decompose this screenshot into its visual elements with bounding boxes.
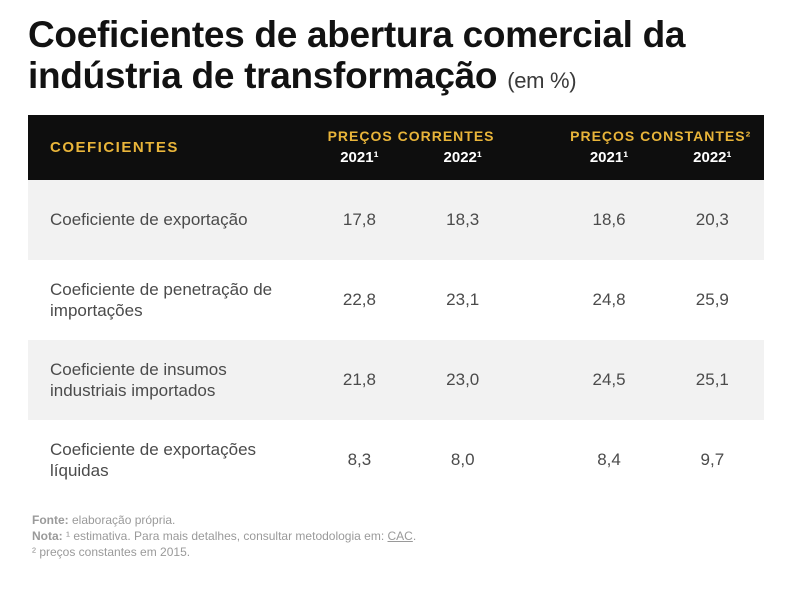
nota-text-3: ² preços constantes em 2015.	[32, 544, 764, 560]
row-val: 17,8	[308, 180, 411, 260]
page-title: Coeficientes de abertura comercial da in…	[28, 14, 764, 97]
row-val: 22,8	[308, 260, 411, 340]
row-label: Coeficiente de exportações líquidas	[28, 420, 308, 500]
row-val: 18,3	[411, 180, 514, 260]
row-val: 23,0	[411, 340, 514, 420]
row-label: Coeficiente de insumos industriais impor…	[28, 340, 308, 420]
footnotes: Fonte: elaboração própria. Nota: ¹ estim…	[28, 512, 764, 561]
nota-link-cac[interactable]: CAC	[388, 529, 413, 543]
header-gap	[514, 115, 557, 180]
row-val: 23,1	[411, 260, 514, 340]
header-correntes-2021: 2021¹	[308, 144, 411, 180]
row-val: 18,6	[557, 180, 660, 260]
row-val: 24,5	[557, 340, 660, 420]
table-row: Coeficiente de exportações líquidas 8,3 …	[28, 420, 764, 500]
coefficients-table: COEFICIENTES PREÇOS CORRENTES PREÇOS CON…	[28, 115, 764, 500]
title-main: Coeficientes de abertura comercial da in…	[28, 14, 685, 96]
nota-text-2: .	[413, 529, 416, 543]
header-coeficientes: COEFICIENTES	[28, 115, 308, 180]
row-label: Coeficiente de penetração de importações	[28, 260, 308, 340]
header-precos-correntes: PREÇOS CORRENTES	[308, 115, 515, 144]
row-val: 8,3	[308, 420, 411, 500]
header-correntes-2022: 2022¹	[411, 144, 514, 180]
row-val: 21,8	[308, 340, 411, 420]
title-unit: (em %)	[507, 68, 576, 93]
row-val: 25,9	[661, 260, 764, 340]
row-val: 9,7	[661, 420, 764, 500]
table-row: Coeficiente de insumos industriais impor…	[28, 340, 764, 420]
row-val: 20,3	[661, 180, 764, 260]
nota-text-1: ¹ estimativa. Para mais detalhes, consul…	[63, 529, 388, 543]
row-val: 25,1	[661, 340, 764, 420]
fonte-text: elaboração própria.	[69, 513, 176, 527]
row-val: 8,0	[411, 420, 514, 500]
row-val: 8,4	[557, 420, 660, 500]
nota-label: Nota:	[32, 529, 63, 543]
row-label: Coeficiente de exportação	[28, 180, 308, 260]
row-val: 24,8	[557, 260, 660, 340]
table-row: Coeficiente de exportação 17,8 18,3 18,6…	[28, 180, 764, 260]
header-constantes-2022: 2022¹	[661, 144, 764, 180]
fonte-label: Fonte:	[32, 513, 69, 527]
header-precos-constantes: PREÇOS CONSTANTES²	[557, 115, 764, 144]
table-row: Coeficiente de penetração de importações…	[28, 260, 764, 340]
header-constantes-2021: 2021¹	[557, 144, 660, 180]
